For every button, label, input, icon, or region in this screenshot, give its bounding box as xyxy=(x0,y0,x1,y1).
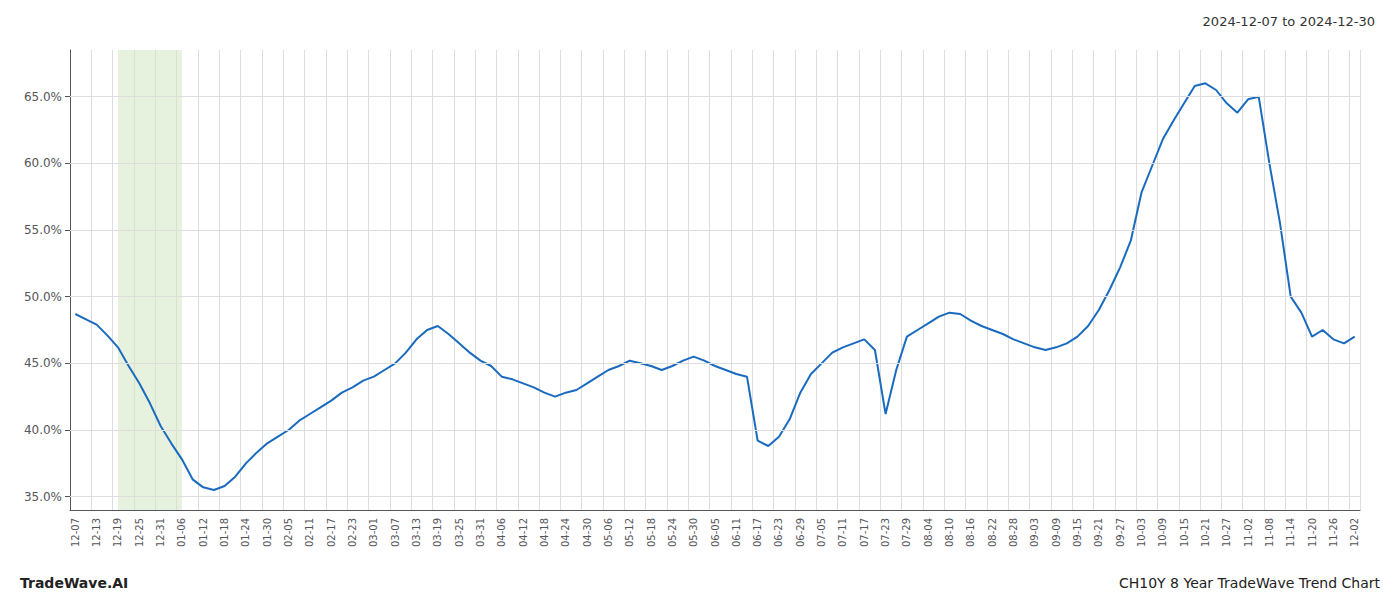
svg-text:05-06: 05-06 xyxy=(603,518,614,547)
svg-text:09-21: 09-21 xyxy=(1093,518,1104,547)
svg-text:03-13: 03-13 xyxy=(411,518,422,547)
svg-text:03-19: 03-19 xyxy=(432,518,443,547)
svg-text:11-20: 11-20 xyxy=(1307,518,1318,547)
svg-text:40.0%: 40.0% xyxy=(24,423,62,437)
svg-text:03-07: 03-07 xyxy=(390,518,401,547)
svg-text:05-30: 05-30 xyxy=(688,518,699,547)
svg-text:10-03: 10-03 xyxy=(1136,518,1147,547)
svg-text:12-25: 12-25 xyxy=(134,518,145,547)
svg-text:05-18: 05-18 xyxy=(646,518,657,547)
svg-text:55.0%: 55.0% xyxy=(24,223,62,237)
svg-text:01-30: 01-30 xyxy=(262,518,273,547)
svg-text:CH10Y 8 Year TradeWave Trend C: CH10Y 8 Year TradeWave Trend Chart xyxy=(1119,575,1381,591)
svg-text:65.0%: 65.0% xyxy=(24,90,62,104)
svg-text:12-07: 12-07 xyxy=(70,518,81,547)
svg-text:02-11: 02-11 xyxy=(304,518,315,547)
svg-text:01-12: 01-12 xyxy=(198,518,209,547)
svg-text:04-12: 04-12 xyxy=(518,518,529,547)
svg-text:06-29: 06-29 xyxy=(795,518,806,547)
svg-text:06-23: 06-23 xyxy=(773,518,784,547)
svg-text:02-17: 02-17 xyxy=(326,518,337,547)
svg-text:06-17: 06-17 xyxy=(752,518,763,547)
svg-text:08-16: 08-16 xyxy=(965,518,976,547)
svg-text:02-23: 02-23 xyxy=(347,518,358,547)
svg-text:09-03: 09-03 xyxy=(1029,518,1040,547)
svg-text:01-06: 01-06 xyxy=(176,518,187,547)
svg-text:45.0%: 45.0% xyxy=(24,356,62,370)
svg-text:05-24: 05-24 xyxy=(667,518,678,547)
svg-text:09-09: 09-09 xyxy=(1051,518,1062,547)
svg-text:04-24: 04-24 xyxy=(560,518,571,547)
svg-text:10-15: 10-15 xyxy=(1179,518,1190,547)
svg-text:10-27: 10-27 xyxy=(1221,518,1232,547)
svg-text:04-18: 04-18 xyxy=(539,518,550,547)
svg-text:11-02: 11-02 xyxy=(1243,518,1254,547)
svg-text:07-17: 07-17 xyxy=(859,518,870,547)
svg-text:04-06: 04-06 xyxy=(496,518,507,547)
svg-text:09-27: 09-27 xyxy=(1115,518,1126,547)
svg-text:03-31: 03-31 xyxy=(475,518,486,547)
svg-text:60.0%: 60.0% xyxy=(24,156,62,170)
svg-text:11-08: 11-08 xyxy=(1264,518,1275,547)
svg-text:06-05: 06-05 xyxy=(710,518,721,547)
svg-text:07-23: 07-23 xyxy=(880,518,891,547)
svg-text:50.0%: 50.0% xyxy=(24,290,62,304)
svg-text:08-22: 08-22 xyxy=(987,518,998,547)
svg-text:12-19: 12-19 xyxy=(112,518,123,547)
svg-text:11-26: 11-26 xyxy=(1328,518,1339,547)
svg-text:07-29: 07-29 xyxy=(901,518,912,547)
svg-text:08-04: 08-04 xyxy=(923,518,934,547)
svg-text:35.0%: 35.0% xyxy=(24,490,62,504)
svg-text:01-24: 01-24 xyxy=(240,518,251,547)
svg-text:03-25: 03-25 xyxy=(454,518,465,547)
svg-text:02-05: 02-05 xyxy=(283,518,294,547)
svg-text:07-11: 07-11 xyxy=(837,518,848,547)
svg-text:12-02: 12-02 xyxy=(1349,518,1360,547)
svg-text:10-21: 10-21 xyxy=(1200,518,1211,547)
svg-text:07-05: 07-05 xyxy=(816,518,827,547)
svg-text:08-28: 08-28 xyxy=(1008,518,1019,547)
svg-text:09-15: 09-15 xyxy=(1072,518,1083,547)
svg-text:11-14: 11-14 xyxy=(1285,518,1296,547)
svg-text:01-18: 01-18 xyxy=(219,518,230,547)
svg-text:12-13: 12-13 xyxy=(91,518,102,547)
svg-text:03-01: 03-01 xyxy=(368,518,379,547)
svg-text:2024-12-07 to 2024-12-30: 2024-12-07 to 2024-12-30 xyxy=(1203,14,1375,29)
svg-text:08-10: 08-10 xyxy=(944,518,955,547)
svg-text:12-31: 12-31 xyxy=(155,518,166,547)
svg-text:10-09: 10-09 xyxy=(1157,518,1168,547)
svg-text:04-30: 04-30 xyxy=(582,518,593,547)
svg-text:06-11: 06-11 xyxy=(731,518,742,547)
svg-text:TradeWave.AI: TradeWave.AI xyxy=(20,575,128,591)
svg-text:05-12: 05-12 xyxy=(624,518,635,547)
